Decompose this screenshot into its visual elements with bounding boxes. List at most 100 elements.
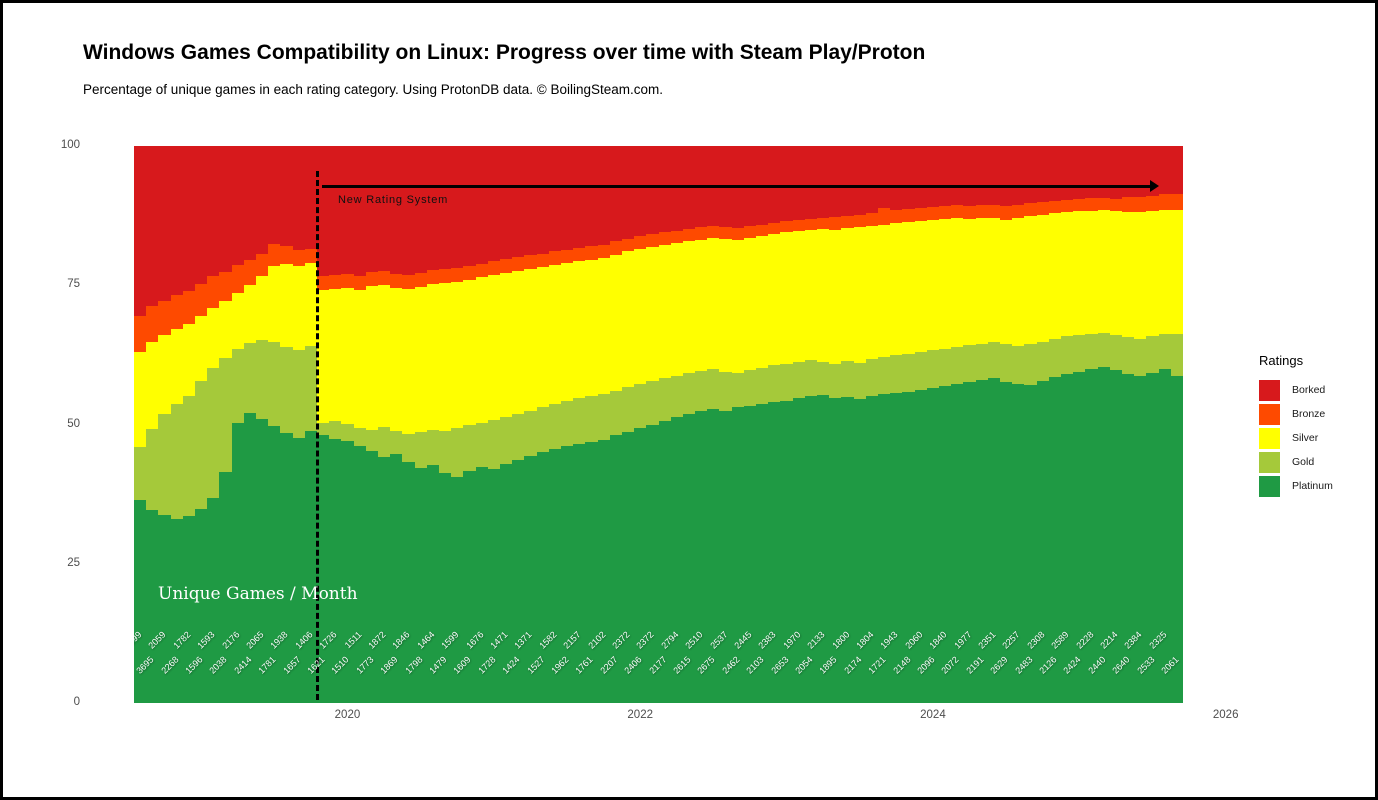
segment-gold <box>475 422 489 467</box>
segment-bronze <box>170 295 184 329</box>
segment-silver <box>1158 209 1172 334</box>
segment-silver <box>658 244 672 379</box>
segment-bronze <box>329 274 342 290</box>
month-bar <box>280 146 294 703</box>
segment-bronze <box>695 227 708 240</box>
legend-label: Gold <box>1292 456 1315 468</box>
segment-gold <box>1000 343 1013 382</box>
segment-platinum <box>329 438 342 703</box>
segment-silver <box>817 229 830 362</box>
month-bar <box>817 146 830 703</box>
segment-platinum <box>451 476 464 703</box>
month-bar <box>865 146 879 703</box>
month-bar <box>792 146 806 703</box>
segment-bronze <box>963 205 977 219</box>
segment-gold <box>804 360 818 397</box>
segment-platinum <box>646 425 660 703</box>
segment-platinum <box>731 407 745 703</box>
segment-platinum <box>292 437 306 703</box>
segment-platinum <box>865 395 879 703</box>
segment-silver <box>597 257 611 394</box>
segment-gold <box>1048 338 1062 378</box>
segment-silver <box>1012 217 1026 346</box>
segment-platinum <box>1122 373 1135 703</box>
segment-bronze <box>890 210 904 224</box>
month-bar <box>853 146 867 703</box>
segment-platinum <box>597 439 611 703</box>
segment-bronze <box>463 265 477 280</box>
segment-bronze <box>377 270 391 285</box>
segment-platinum <box>304 430 318 703</box>
legend-swatch-bronze <box>1259 403 1280 425</box>
segment-bronze <box>292 249 306 267</box>
month-bar <box>609 146 623 703</box>
month-bar <box>707 146 721 703</box>
segment-gold <box>756 367 769 404</box>
segment-silver <box>890 223 904 356</box>
segment-silver <box>682 241 696 374</box>
segment-bronze <box>243 259 257 285</box>
segment-bronze <box>658 232 672 245</box>
segment-gold <box>731 372 745 408</box>
segment-gold <box>390 430 403 455</box>
segment-bronze <box>134 315 147 353</box>
segment-silver <box>451 281 464 428</box>
month-bar <box>353 146 367 703</box>
segment-gold <box>878 357 891 395</box>
segment-platinum <box>707 409 721 703</box>
segment-silver <box>1097 210 1111 333</box>
segment-platinum <box>963 381 977 703</box>
segment-silver <box>951 218 965 348</box>
segment-platinum <box>853 399 867 703</box>
segment-silver <box>1000 219 1013 344</box>
segment-silver <box>695 239 708 372</box>
month-bar <box>146 146 159 703</box>
month-bar <box>646 146 660 703</box>
legend-items: Borked Bronze Silver Gold Platinum <box>1259 378 1333 498</box>
segment-gold <box>231 348 245 423</box>
segment-platinum <box>402 461 416 703</box>
segment-gold <box>634 383 647 429</box>
segment-gold <box>682 373 696 414</box>
segment-bronze <box>438 269 452 284</box>
segment-gold <box>1036 341 1050 381</box>
segment-silver <box>939 219 952 349</box>
segment-silver <box>1061 212 1074 336</box>
legend-item-platinum: Platinum <box>1259 474 1333 498</box>
y-axis-tick-label: 75 <box>67 278 80 291</box>
segment-gold <box>536 407 550 453</box>
segment-bronze <box>353 275 367 291</box>
segment-bronze <box>280 246 294 265</box>
segment-bronze <box>390 274 403 289</box>
segment-gold <box>207 367 220 499</box>
segment-platinum <box>499 464 513 703</box>
segment-gold <box>548 403 562 450</box>
legend-swatch-silver <box>1259 427 1280 449</box>
legend-swatch-borked <box>1259 379 1280 401</box>
month-bar <box>548 146 562 703</box>
month-bar <box>377 146 391 703</box>
annotation-new-rating-system: New Rating System <box>337 194 449 206</box>
segment-gold <box>377 426 391 458</box>
y-axis-tick-label: 100 <box>60 139 80 151</box>
month-bar <box>158 146 172 703</box>
segment-bronze <box>609 241 623 255</box>
segment-platinum <box>743 406 757 703</box>
segment-gold <box>890 355 904 393</box>
segment-silver <box>719 239 733 372</box>
segment-silver <box>536 266 550 408</box>
segment-gold <box>768 365 782 403</box>
segment-gold <box>987 341 1001 379</box>
segment-platinum <box>158 514 172 703</box>
segment-bronze <box>597 244 611 258</box>
timeline-arrow-head-icon <box>1149 180 1159 192</box>
segment-silver <box>377 284 391 427</box>
segment-bronze <box>951 205 965 219</box>
segment-bronze <box>987 205 1001 219</box>
segment-platinum <box>719 410 733 703</box>
segment-silver <box>1073 211 1087 335</box>
segment-bronze <box>768 222 782 235</box>
segment-silver <box>499 273 513 418</box>
month-bar <box>1134 146 1147 703</box>
segment-platinum <box>817 394 830 703</box>
